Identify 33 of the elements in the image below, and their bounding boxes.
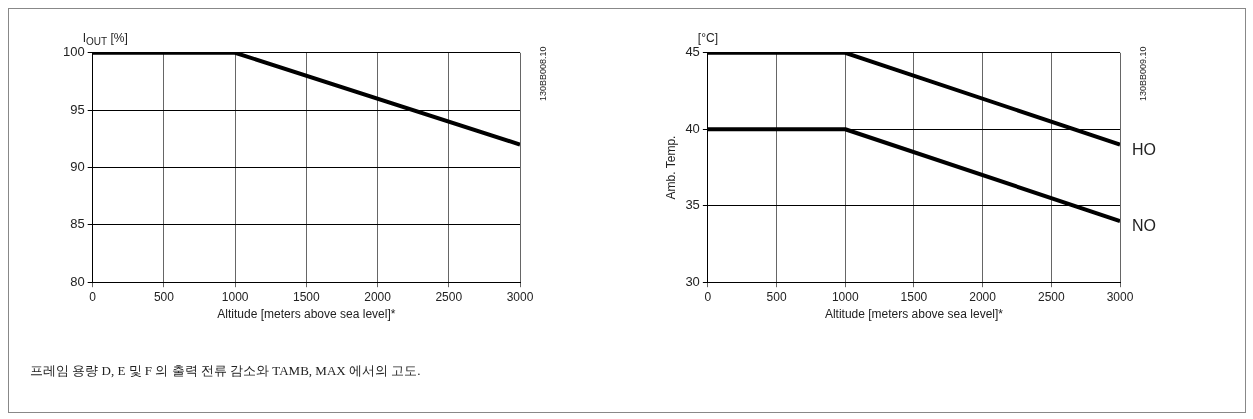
y-tick-label: 40 <box>685 120 700 136</box>
x-tick-label: 3000 <box>506 289 534 304</box>
x-tick-label: 1000 <box>831 289 859 304</box>
x-tick-label: 1500 <box>900 289 928 304</box>
x-tick-label: 0 <box>89 289 97 304</box>
series-label: NO <box>1132 217 1156 235</box>
y-tick-label: 80 <box>70 273 85 289</box>
text: 130BB008.10 <box>538 46 548 101</box>
y-axis-title: I$_{OUT}$ [%] <box>82 30 128 48</box>
x-tick-label: 2000 <box>364 289 392 304</box>
x-tick-label: 3000 <box>1106 289 1134 304</box>
x-axis-title: Altitude [meters above sea level]* <box>824 307 1004 322</box>
y-tick-label: 85 <box>70 216 85 232</box>
y-axis-title: Amb. Temp. <box>663 135 678 200</box>
text: 130BB009.10 <box>1138 46 1148 101</box>
x-tick-label: 1500 <box>292 289 321 304</box>
y-tick-label: 95 <box>70 101 85 117</box>
x-tick-label: 500 <box>766 289 787 304</box>
x-tick-label: 500 <box>153 289 175 304</box>
x-tick-label: 2500 <box>435 289 463 304</box>
y-tick-label: 35 <box>685 197 700 213</box>
y-tick-label: 45 <box>685 44 700 60</box>
text: [°C] <box>697 30 718 45</box>
y-tick-label: 30 <box>685 273 700 289</box>
x-tick-label: 2000 <box>969 289 997 304</box>
x-tick-label: 2500 <box>1037 289 1065 304</box>
y-tick-label: 90 <box>70 159 85 175</box>
y-tick-label: 100 <box>62 44 85 60</box>
series-label: HO <box>1132 140 1156 158</box>
text: 프레임 용량 D, E 및 F 의 출력 전류 감소와 TAMB, MAX 에서의 고도. <box>30 362 421 380</box>
x-tick-label: 0 <box>704 289 712 304</box>
x-tick-label: 1000 <box>221 289 249 304</box>
x-axis-title: Altitude [meters above sea level]* <box>217 307 396 322</box>
